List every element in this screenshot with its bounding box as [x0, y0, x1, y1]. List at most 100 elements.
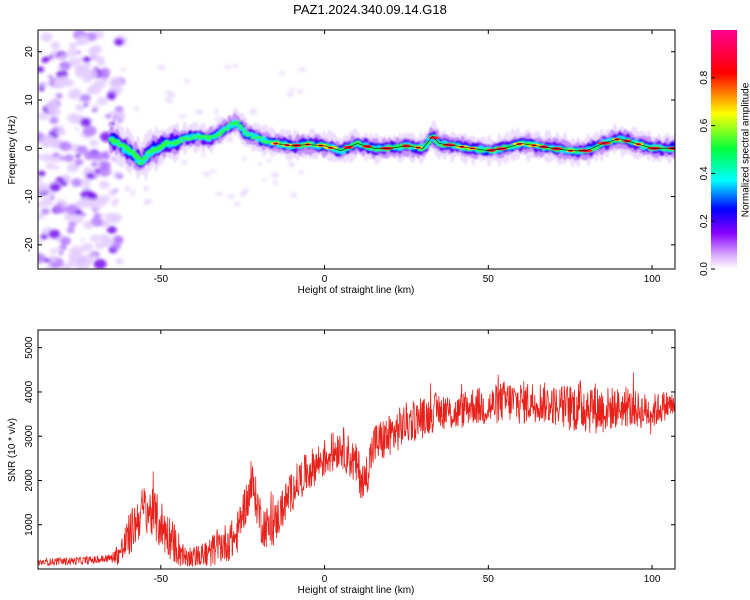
noise-speckle — [59, 156, 66, 161]
noise-speckle — [104, 156, 109, 160]
ridge-blob — [525, 141, 532, 145]
ridge-blob — [189, 136, 197, 139]
noise-speckle — [105, 213, 112, 218]
noise-speckle — [82, 125, 97, 137]
noise-speckle — [134, 106, 139, 112]
noise-speckle — [86, 86, 97, 95]
noise-speckle — [49, 116, 59, 125]
noise-speckle — [239, 191, 247, 197]
noise-speckle — [58, 53, 68, 61]
noise-speckle — [227, 194, 236, 199]
noise-speckle — [287, 161, 296, 168]
snr-x-label: Height of straight line (km) — [298, 585, 415, 596]
noise-speckle — [164, 90, 172, 94]
ridge-blob — [197, 137, 204, 140]
snr-x-axis: -50 0 50 100 — [154, 330, 661, 585]
noise-speckle — [84, 151, 96, 161]
colorbar-tick-label: 0.4 — [699, 166, 710, 180]
noise-speckle — [80, 238, 85, 242]
noise-speckle — [265, 158, 273, 162]
noise-speckle — [64, 79, 75, 87]
y-tick-label: 3000 — [24, 425, 35, 448]
noise-speckle — [117, 90, 123, 94]
noise-speckle — [195, 109, 203, 115]
noise-speckle — [92, 104, 100, 110]
ridge-blob — [134, 155, 142, 161]
noise-speckle — [47, 75, 53, 79]
noise-speckle — [234, 201, 241, 206]
noise-speckle — [57, 198, 63, 203]
noise-speckle — [111, 213, 123, 222]
noise-speckle — [113, 188, 118, 193]
noise-speckle — [47, 106, 61, 117]
noise-speckle — [165, 95, 172, 101]
noise-speckle — [92, 208, 98, 212]
noise-speckle — [49, 183, 61, 192]
noise-speckle — [87, 101, 92, 106]
noise-speckle — [215, 116, 221, 123]
noise-speckle — [38, 66, 45, 73]
noise-speckle — [94, 168, 100, 174]
x-tick-label: 0 — [322, 574, 328, 585]
noise-speckle — [79, 117, 92, 127]
ridge-blob — [663, 149, 671, 151]
noise-speckle — [157, 64, 166, 70]
noise-speckle — [78, 197, 93, 209]
snr-frame — [37, 329, 676, 570]
noise-speckle — [38, 83, 44, 87]
noise-speckle — [88, 47, 99, 56]
noise-speckle — [76, 145, 88, 155]
noise-speckle — [93, 212, 101, 219]
ridge-blob — [242, 130, 249, 134]
noise-speckle — [48, 255, 57, 263]
ridge-blob — [223, 127, 231, 131]
noise-speckle — [111, 198, 120, 205]
noise-speckle — [288, 88, 296, 92]
ridge-blob — [239, 127, 246, 130]
x-tick-label: 50 — [483, 274, 495, 285]
noise-speckle — [226, 136, 234, 143]
noise-speckle — [201, 153, 206, 157]
ridge-blob — [218, 130, 225, 134]
noise-speckle — [66, 48, 78, 57]
snr-y-axis: 1000 2000 3000 4000 5000 — [24, 336, 675, 536]
noise-speckle — [111, 242, 122, 250]
noise-speckle — [232, 63, 238, 68]
noise-speckle — [262, 177, 267, 181]
noise-speckle — [144, 198, 153, 205]
noise-speckle — [215, 192, 220, 196]
noise-speckle — [68, 221, 77, 228]
noise-speckle — [106, 92, 116, 101]
noise-speckle — [93, 259, 107, 269]
noise-speckle — [286, 92, 294, 97]
noise-speckle — [38, 212, 45, 220]
noise-speckle — [48, 229, 61, 239]
noise-speckle — [50, 41, 61, 50]
noise-speckle — [114, 106, 124, 113]
noise-speckle — [52, 152, 60, 158]
noise-speckle — [89, 139, 99, 147]
noise-speckle — [257, 162, 263, 166]
noise-speckle — [184, 78, 189, 85]
spectrogram-x-axis: -50 0 50 100 — [154, 30, 661, 285]
noise-speckle — [68, 57, 81, 68]
noise-speckle — [81, 212, 87, 217]
noise-speckle — [143, 185, 149, 192]
noise-speckle — [178, 114, 187, 119]
chart-title: PAZ1.2024.340.09.14.G18 — [293, 2, 447, 17]
noise-speckle — [124, 186, 131, 192]
ridge-blob — [354, 140, 362, 144]
noise-speckle — [74, 158, 84, 166]
noise-speckle — [90, 161, 99, 168]
y-tick-label: 0 — [24, 145, 35, 151]
spectrogram-frame — [37, 29, 676, 270]
noise-speckle — [97, 166, 112, 177]
noise-speckle — [83, 103, 89, 107]
ridge-blob — [176, 139, 184, 143]
noise-speckle — [90, 234, 100, 242]
noise-speckle — [101, 236, 115, 248]
noise-speckle — [38, 182, 49, 193]
ridge-blob — [234, 120, 241, 123]
noise-speckle — [40, 233, 48, 240]
